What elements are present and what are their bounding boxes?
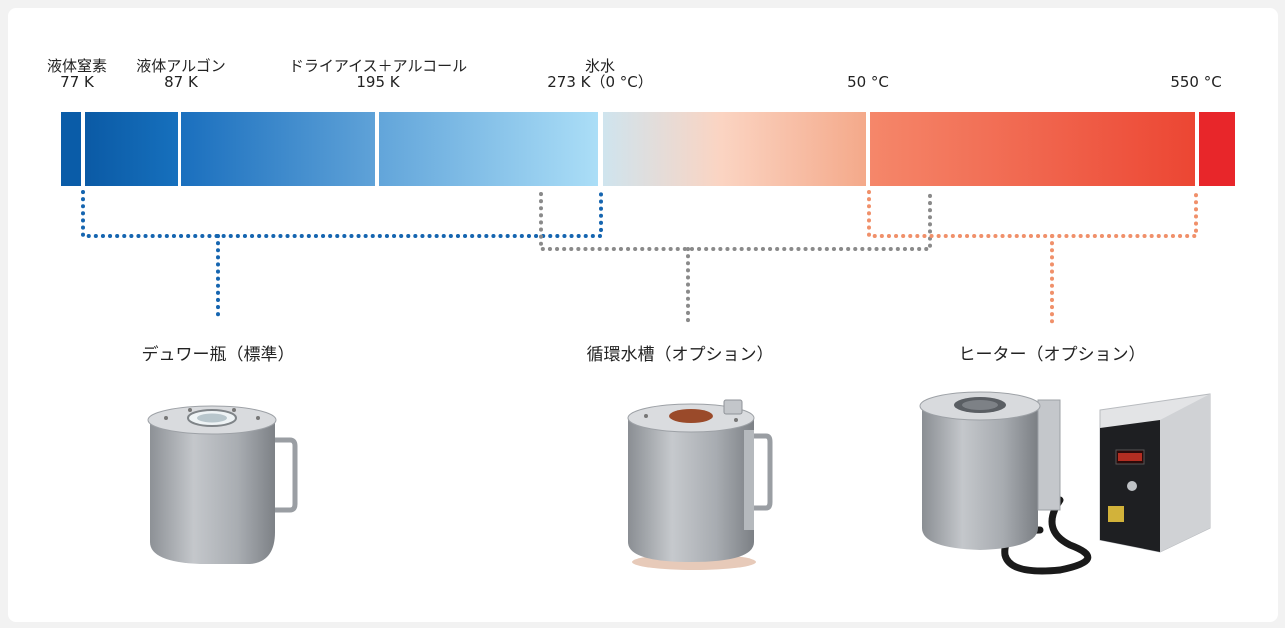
marker-liquid-nitrogen: 液体窒素 77 K bbox=[47, 58, 107, 90]
marker-value: 195 K bbox=[356, 73, 400, 91]
dewar-icon bbox=[147, 405, 298, 564]
circulating-bath-icon bbox=[627, 399, 773, 570]
dewar-range-connector bbox=[81, 190, 603, 320]
marker-value: 50 °C bbox=[847, 73, 889, 91]
heater-range-connector bbox=[867, 190, 1198, 324]
bath-range-connector bbox=[539, 192, 932, 324]
bar-segment-77-87k bbox=[85, 112, 178, 186]
bar-segment-below-77k bbox=[61, 112, 81, 186]
dewar-title: デュワー瓶（標準） bbox=[141, 345, 295, 365]
bar-segment-0-50c bbox=[603, 112, 866, 186]
marker-550c: 550 °C bbox=[1170, 74, 1221, 90]
marker-name: ドライアイス＋アルコール bbox=[288, 57, 468, 75]
marker-dry-ice-alcohol: ドライアイス＋アルコール 195 K bbox=[289, 58, 467, 90]
marker-ice-water: 氷水 273 K（0 °C） bbox=[547, 58, 653, 90]
bar-segment-87-195k bbox=[181, 112, 375, 186]
bath-title: 循環水槽（オプション） bbox=[586, 345, 774, 365]
marker-name: 氷水 bbox=[584, 57, 615, 75]
marker-liquid-argon: 液体アルゴン 87 K bbox=[136, 58, 226, 90]
bar-segment-50-550c bbox=[870, 112, 1195, 186]
heater-title: ヒーター（オプション） bbox=[958, 345, 1146, 365]
marker-value: 77 K bbox=[60, 73, 94, 91]
heater-icon bbox=[919, 391, 1211, 575]
marker-name: 液体窒素 bbox=[46, 57, 108, 75]
bar-segment-195-273k bbox=[379, 112, 598, 186]
marker-name: 液体アルゴン bbox=[136, 57, 226, 75]
marker-50c: 50 °C bbox=[847, 74, 889, 90]
bar-segment-above-550c bbox=[1199, 112, 1235, 186]
marker-value: 550 °C bbox=[1170, 73, 1222, 91]
marker-value: 87 K bbox=[164, 73, 198, 91]
marker-value: 273 K（0 °C） bbox=[547, 73, 653, 91]
